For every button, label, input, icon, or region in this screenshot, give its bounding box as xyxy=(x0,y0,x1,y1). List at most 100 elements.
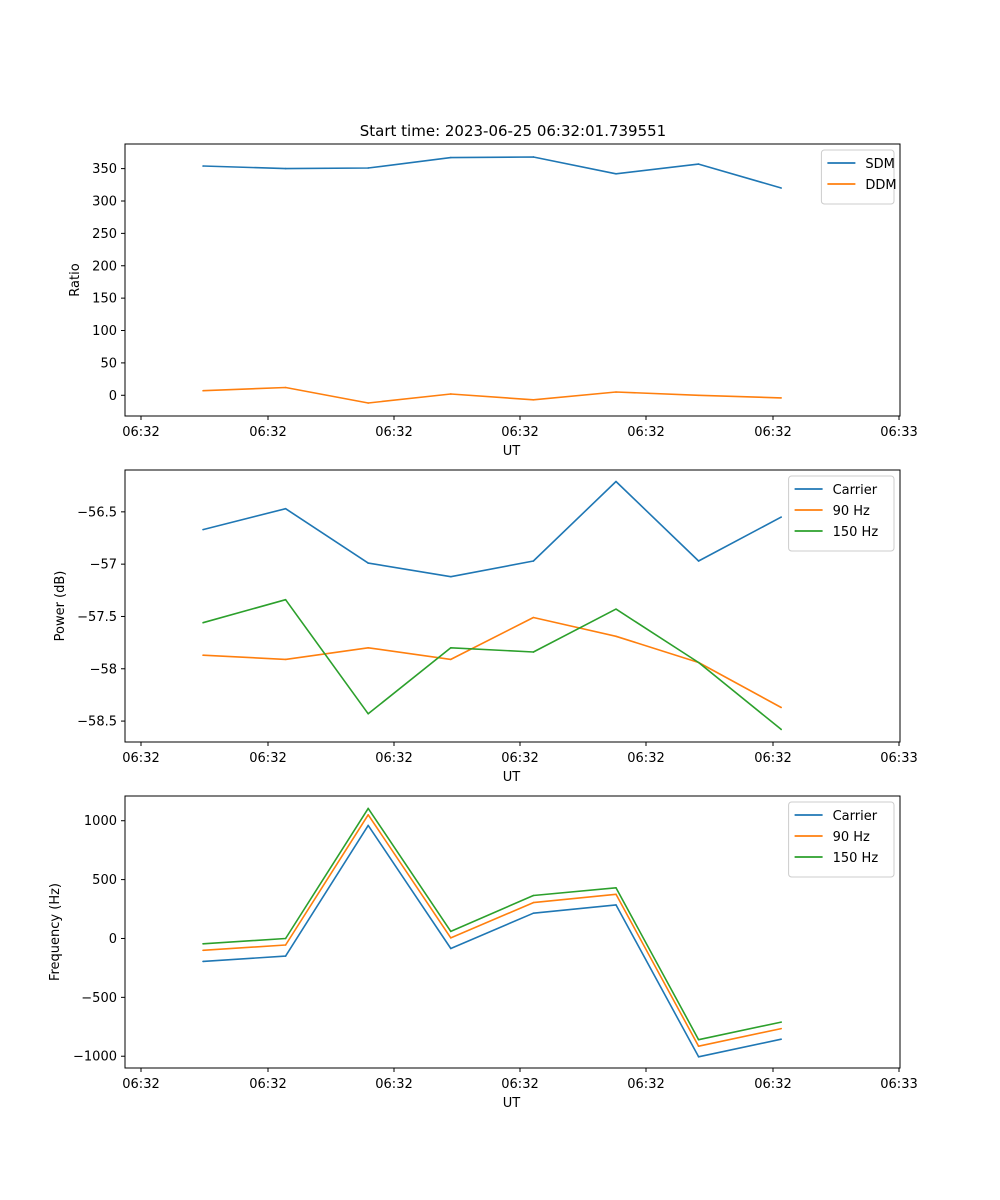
data-point xyxy=(450,658,452,661)
x-tick-label: 06:32 xyxy=(122,1077,159,1092)
data-point xyxy=(284,386,287,389)
data-point xyxy=(202,949,204,952)
data-point xyxy=(615,480,617,483)
data-point xyxy=(532,894,535,897)
x-tick-label: 06:32 xyxy=(249,751,286,766)
data-point xyxy=(284,944,287,946)
y-axis-label: Ratio xyxy=(68,263,83,296)
y-axis-label: Frequency (Hz) xyxy=(48,883,63,981)
data-point xyxy=(284,937,287,940)
series-line-90-hz xyxy=(202,813,782,1047)
legend-box xyxy=(788,801,895,878)
data-point xyxy=(202,389,204,392)
x-tick-label: 06:33 xyxy=(880,751,917,766)
x-axis-label: UT xyxy=(503,1096,521,1111)
data-point xyxy=(615,172,617,175)
data-point xyxy=(450,947,452,950)
y-tick-label: 500 xyxy=(92,873,117,888)
legend-label: 90 Hz xyxy=(833,830,870,845)
data-point xyxy=(697,1056,700,1058)
data-point xyxy=(532,616,535,619)
data-point xyxy=(697,394,700,397)
x-tick-label: 06:32 xyxy=(375,751,412,766)
y-tick-label: 100 xyxy=(92,324,117,339)
data-point xyxy=(780,1027,782,1030)
x-tick-label: 06:32 xyxy=(122,751,159,766)
x-tick-label: 06:32 xyxy=(249,425,286,440)
x-axis-label: UT xyxy=(503,770,521,785)
data-point xyxy=(697,661,700,664)
data-point xyxy=(202,960,204,963)
x-tick-label: 06:32 xyxy=(375,1077,412,1092)
data-point xyxy=(532,560,535,562)
subplots: 0 50 100 150 200 250 300 350 06:32 06:32 06:32 06:3… xyxy=(48,143,918,1111)
series-line-90-hz xyxy=(202,616,782,709)
y-tick-label: −500 xyxy=(81,991,117,1006)
axes-frame xyxy=(124,795,901,1069)
legend: Carrier 90 Hz 150 Hz xyxy=(788,475,895,552)
x-tick-label: 06:32 xyxy=(501,425,538,440)
legend-label: DDM xyxy=(865,178,896,193)
data-point xyxy=(780,397,782,399)
y-tick-label: 50 xyxy=(100,356,117,371)
data-point xyxy=(367,807,370,810)
data-point xyxy=(780,187,782,189)
x-tick-label: 06:32 xyxy=(754,751,791,766)
y-tick-label: −56.5 xyxy=(77,505,117,520)
data-point xyxy=(450,156,452,159)
data-point xyxy=(697,560,700,562)
data-point xyxy=(367,562,370,564)
legend-label: SDM xyxy=(865,157,894,172)
data-point xyxy=(615,635,617,638)
data-point xyxy=(367,814,370,816)
series-line-carrier xyxy=(202,480,782,578)
axes-frame xyxy=(124,469,901,743)
data-point xyxy=(450,930,452,933)
x-axis-label: UT xyxy=(503,444,521,459)
x-tick-label: 06:33 xyxy=(880,1077,917,1092)
data-point xyxy=(202,942,204,945)
x-tick-label: 06:32 xyxy=(501,751,538,766)
x-tick-label: 06:32 xyxy=(375,425,412,440)
data-point xyxy=(780,728,782,731)
data-point xyxy=(532,912,535,914)
data-point xyxy=(615,608,617,610)
data-point xyxy=(284,658,287,661)
y-axis-label: Power (dB) xyxy=(53,571,68,642)
axes-frame xyxy=(124,143,901,417)
x-tick-label: 06:32 xyxy=(627,1077,664,1092)
y-tick-label: 1000 xyxy=(84,814,117,829)
data-point xyxy=(780,1021,782,1023)
data-point xyxy=(367,712,370,715)
figure-title: Start time: 2023-06-25 06:32:01.739551 xyxy=(360,122,666,140)
data-point xyxy=(450,937,452,939)
x-tick-label: 06:32 xyxy=(627,425,664,440)
y-tick-label: 350 xyxy=(92,162,117,177)
legend: SDM DDM xyxy=(820,149,897,205)
legend: Carrier 90 Hz 150 Hz xyxy=(788,801,895,878)
data-point xyxy=(450,393,452,395)
y-tick-label: −58.5 xyxy=(77,715,117,730)
subplot-2: −58.5 −58 −57.5 −57 −56.5 06:32 06:32 06:32 06:3… xyxy=(53,469,918,785)
data-point xyxy=(532,399,535,401)
series-line-carrier xyxy=(202,824,782,1058)
legend-label: 90 Hz xyxy=(833,504,870,519)
data-point xyxy=(697,1045,700,1048)
data-point xyxy=(367,167,370,169)
data-point xyxy=(202,654,204,656)
data-point xyxy=(697,1038,700,1041)
data-point xyxy=(532,651,535,653)
series-line-150-hz xyxy=(202,598,782,731)
y-tick-label: −58 xyxy=(90,662,117,677)
data-point xyxy=(615,391,617,393)
y-tick-label: 0 xyxy=(109,932,117,947)
data-point xyxy=(615,893,617,896)
x-tick-label: 06:32 xyxy=(754,1077,791,1092)
data-point xyxy=(780,516,782,518)
data-point xyxy=(284,955,287,957)
y-tick-label: 150 xyxy=(92,292,117,307)
data-point xyxy=(202,165,204,167)
data-point xyxy=(367,402,370,404)
data-point xyxy=(615,904,617,906)
